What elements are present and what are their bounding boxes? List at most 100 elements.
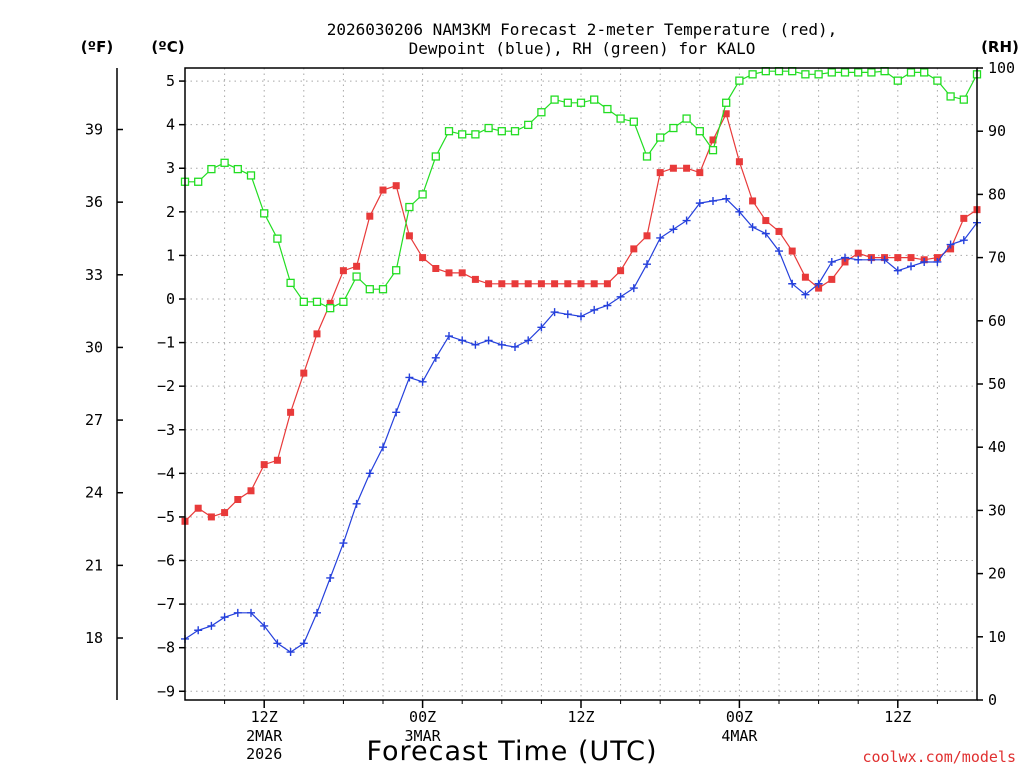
data-point <box>683 164 691 172</box>
data-point <box>220 613 229 622</box>
data-point <box>854 249 862 257</box>
data-point <box>906 68 916 77</box>
celsius-tick-label: 0 <box>166 290 175 308</box>
data-point <box>827 257 836 266</box>
data-point <box>827 68 836 77</box>
data-point <box>365 285 374 294</box>
data-point <box>722 98 731 107</box>
data-point <box>352 499 361 508</box>
data-point <box>959 236 968 245</box>
data-point <box>959 95 968 104</box>
data-point <box>563 98 572 107</box>
rh-tick-label: 50 <box>988 375 1006 393</box>
data-point <box>194 626 203 635</box>
credit-label: coolwx.com/models <box>862 748 1016 766</box>
data-point <box>550 308 559 317</box>
data-point <box>933 76 942 85</box>
data-point <box>353 262 361 270</box>
data-point <box>484 336 493 345</box>
data-point <box>234 496 242 504</box>
data-point <box>775 227 783 235</box>
rh-unit-label: (RH) <box>981 38 1019 56</box>
celsius-tick-label: −4 <box>157 464 175 482</box>
data-point <box>682 216 691 225</box>
data-point <box>788 279 797 288</box>
data-point <box>458 336 467 345</box>
data-point <box>418 377 427 386</box>
data-point <box>841 253 849 262</box>
rh-tick-label: 40 <box>988 438 1006 456</box>
data-point <box>749 197 757 205</box>
data-point <box>207 164 216 174</box>
data-point <box>260 621 269 630</box>
data-point <box>286 278 295 288</box>
series-relative-humidity <box>180 67 982 313</box>
rh-tick-label: 90 <box>988 122 1006 140</box>
data-point <box>630 245 638 253</box>
data-point <box>840 68 850 77</box>
data-point <box>365 469 374 478</box>
data-point <box>313 330 321 338</box>
celsius-tick-label: 2 <box>166 203 175 221</box>
data-point <box>537 280 545 288</box>
x-tick-date-label: 2MAR <box>246 727 283 745</box>
data-point <box>207 513 215 521</box>
celsius-tick-label: −3 <box>157 421 175 439</box>
data-point <box>471 340 480 349</box>
celsius-tick-label: −6 <box>157 552 175 570</box>
celsius-tick-label: −7 <box>157 595 175 613</box>
fahrenheit-tick-label: 21 <box>85 556 103 574</box>
data-point <box>524 336 533 345</box>
fahrenheit-tick-label: 36 <box>85 193 103 211</box>
data-point <box>695 127 704 136</box>
data-point <box>392 182 400 190</box>
data-point <box>194 504 202 512</box>
data-point <box>617 267 625 275</box>
celsius-tick-label: −1 <box>157 334 175 352</box>
data-point <box>510 127 520 136</box>
data-point <box>497 127 506 136</box>
celsius-tick-label: 5 <box>166 72 175 90</box>
data-point <box>207 621 216 630</box>
chart-title-line-2: Dewpoint (blue), RH (green) for KALO <box>409 39 756 58</box>
fahrenheit-unit-label: (ºF) <box>81 38 113 56</box>
data-point <box>366 212 374 220</box>
data-point <box>616 292 625 301</box>
data-point <box>603 301 612 310</box>
data-point <box>696 169 704 177</box>
data-point <box>326 573 335 582</box>
data-point <box>669 123 678 133</box>
data-point <box>511 342 519 351</box>
rh-tick-label: 70 <box>988 249 1006 267</box>
data-point <box>815 284 823 292</box>
celsius-tick-label: 1 <box>166 246 175 264</box>
celsius-tick-label: −8 <box>157 639 175 657</box>
data-point <box>590 280 598 288</box>
data-point <box>537 108 546 117</box>
data-point <box>933 254 941 262</box>
data-point <box>682 114 691 123</box>
data-point <box>524 280 532 288</box>
data-point <box>458 269 466 277</box>
celsius-unit-label: (ºC) <box>151 38 184 56</box>
data-point <box>273 234 282 243</box>
data-point <box>708 146 718 155</box>
fahrenheit-tick-label: 39 <box>85 121 103 139</box>
fahrenheit-tick-label: 18 <box>85 629 103 647</box>
data-point <box>246 171 256 180</box>
data-point <box>603 280 611 288</box>
data-point <box>339 539 348 548</box>
data-point <box>960 214 968 222</box>
data-point <box>511 280 519 288</box>
data-point <box>775 247 783 256</box>
data-point <box>405 373 414 382</box>
data-point <box>432 264 440 272</box>
data-point <box>762 217 770 225</box>
series-layer <box>180 67 982 657</box>
fahrenheit-tick-label: 24 <box>85 484 103 502</box>
data-point <box>471 275 479 283</box>
data-point <box>893 266 902 275</box>
celsius-tick-label: 3 <box>166 159 175 177</box>
data-point <box>590 95 599 104</box>
data-point <box>405 202 414 212</box>
